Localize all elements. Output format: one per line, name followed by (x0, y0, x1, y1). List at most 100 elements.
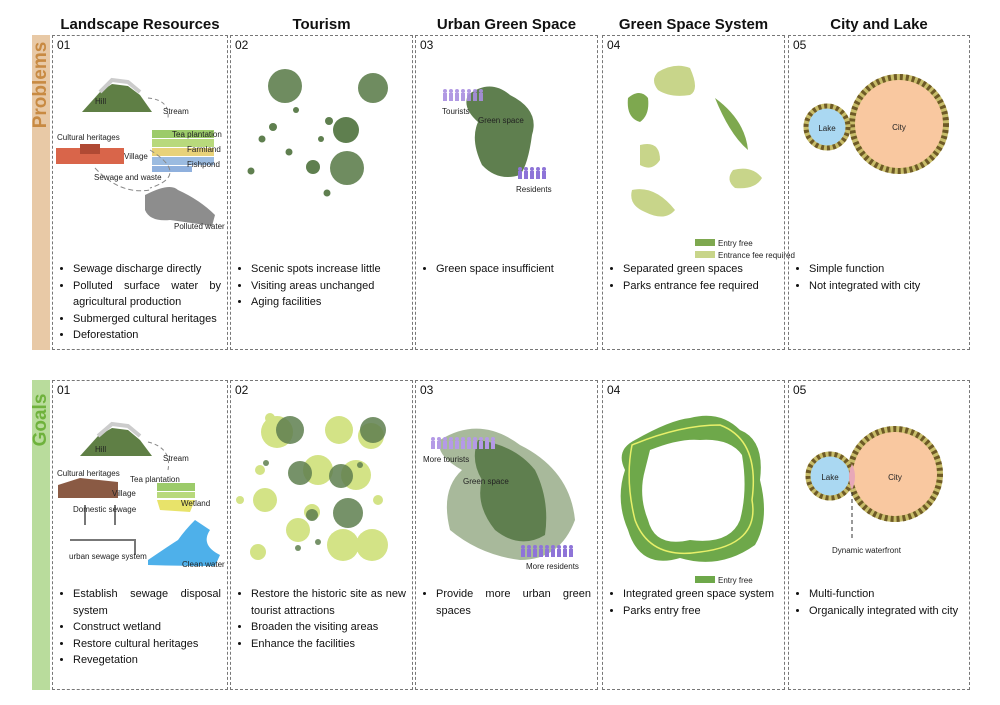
shape (269, 123, 277, 131)
shape (357, 462, 363, 468)
shape (640, 144, 660, 168)
bullet: Deforestation (73, 327, 221, 344)
shape (152, 139, 214, 147)
p1-diagram: Hill Stream Tea plantation Cultural heri… (56, 77, 225, 231)
panel: 01 Sewage discharge directlyPolluted surf… (52, 35, 228, 350)
label: Dynamic waterfront (832, 546, 902, 555)
bullet-list: Simple functionNot integrated with city (797, 261, 963, 294)
label: Polluted water (174, 222, 225, 231)
label: Lake (821, 473, 839, 482)
panel-number: 04 (607, 38, 621, 52)
bullet: Restore cultural heritages (73, 636, 221, 653)
bullet: Separated green spaces (623, 261, 778, 278)
label: urban sewage system (69, 552, 147, 561)
bullet-list: Separated green spacesParks entrance fee… (611, 261, 778, 294)
bullet: Polluted surface water by agricultural p… (73, 278, 221, 311)
panel: 05 Multi-functionOrganically integrated w… (788, 380, 970, 690)
label: Stream (163, 107, 189, 116)
bullet-list: Provide more urban green spaces (424, 586, 591, 619)
label: Fishpond (187, 160, 220, 169)
bullet: Not integrated with city (809, 278, 963, 295)
legend-label: Entry free (718, 576, 753, 585)
label: Cultural heritages (57, 133, 120, 142)
legend-label: Entrance fee required (718, 251, 795, 260)
label: More tourists (423, 455, 469, 464)
panel: 04 Separated green spacesParks entrance f… (602, 35, 785, 350)
shape (627, 93, 649, 122)
column-header: Tourism (292, 16, 351, 33)
bullet: Broaden the visiting areas (251, 619, 406, 636)
tea (157, 483, 195, 491)
shape (236, 496, 244, 504)
label: City (892, 123, 906, 132)
panel: 01 Establish sewage disposal systemConstr… (52, 380, 228, 690)
bullet: Revegetation (73, 652, 221, 669)
g4-diagram: Entry free (620, 415, 764, 585)
bullet: Restore the historic site as new tourist… (251, 586, 406, 619)
shape (330, 151, 364, 185)
label: Tea plantation (172, 130, 222, 139)
label: Clean water (182, 560, 225, 569)
column-header: Urban Green Space (436, 16, 577, 33)
shape (152, 166, 192, 172)
city-edge (849, 74, 949, 174)
bullet: Scenic spots increase little (251, 261, 406, 278)
shape (306, 160, 320, 174)
arrow (147, 97, 169, 119)
shape (327, 529, 359, 561)
panel-number: 05 (793, 38, 807, 52)
label: Village (124, 152, 148, 161)
label: Stream (163, 454, 189, 463)
bullet: Simple function (809, 261, 963, 278)
shape (325, 117, 333, 125)
bullet-list: Multi-functionOrganically integrated wit… (797, 586, 963, 619)
shape (286, 518, 310, 542)
shape (295, 545, 301, 551)
shape (315, 539, 321, 545)
panel-number: 03 (420, 383, 434, 397)
shape (360, 417, 386, 443)
tea (157, 492, 195, 498)
shape (356, 529, 388, 561)
trees (96, 421, 142, 438)
route (628, 424, 755, 555)
bullet-list: Sewage discharge directlyPolluted surfac… (61, 261, 221, 344)
pipes (70, 505, 136, 555)
shape (329, 464, 353, 488)
shape (333, 498, 363, 528)
shape (152, 157, 214, 165)
shape (293, 107, 299, 113)
shape (152, 130, 214, 138)
column-header: Landscape Resources (60, 16, 220, 33)
shape (318, 136, 324, 142)
column-header: Green Space System (618, 16, 769, 33)
trees (98, 77, 142, 94)
panel-number: 02 (235, 38, 249, 52)
label: Sewage and waste (94, 173, 162, 182)
panel-number: 05 (793, 383, 807, 397)
legend-swatch (695, 239, 715, 246)
panel-number: 03 (420, 38, 434, 52)
shape (285, 148, 293, 156)
shape (276, 416, 304, 444)
clean-water (148, 520, 220, 566)
green-space-core (474, 440, 547, 542)
park-ring (620, 415, 764, 562)
bullet: Visiting areas unchanged (251, 278, 406, 295)
lake-edge (803, 103, 851, 151)
panel-number: 04 (607, 383, 621, 397)
shape (250, 544, 266, 560)
bullet: Organically integrated with city (809, 603, 963, 620)
bullet: Parks entrance fee required (623, 278, 778, 295)
shape (258, 135, 266, 143)
panel: 04 Integrated green space systemParks ent… (602, 380, 785, 690)
bullet-list: Scenic spots increase littleVisiting are… (239, 261, 406, 311)
label: Green space (478, 116, 524, 125)
panel-number: 01 (57, 38, 71, 52)
g2-spots (236, 413, 388, 561)
label: Tourists (442, 107, 470, 116)
bullet-list: Integrated green space systemParks entry… (611, 586, 778, 619)
panel: 03 Green space insufficient (415, 35, 598, 350)
